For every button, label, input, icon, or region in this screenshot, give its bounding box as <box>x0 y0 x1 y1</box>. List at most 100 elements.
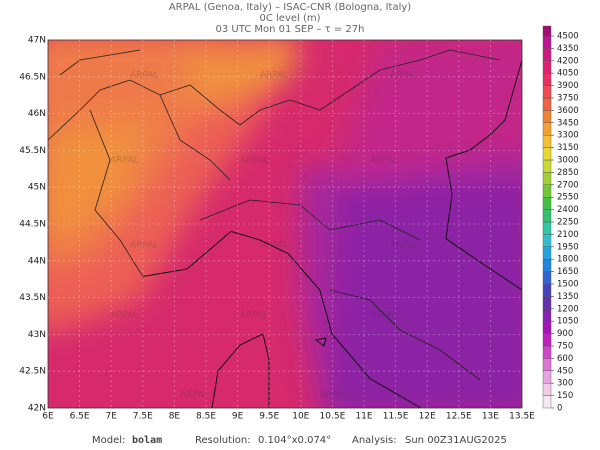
colorbar-label: 3900 <box>557 81 579 91</box>
watermark: ARPAL <box>320 391 348 401</box>
colorbar-label: 4050 <box>557 69 579 79</box>
lon-label: 7.5E <box>133 412 153 422</box>
colorbar-segment <box>542 221 552 235</box>
colorbar-segment <box>542 333 552 347</box>
map-field <box>48 40 522 408</box>
colorbar-label: 2400 <box>557 205 579 215</box>
watermark: ARPAL <box>260 71 288 81</box>
lon-label: 12E <box>419 412 436 422</box>
colorbar-segment <box>542 35 552 49</box>
header-line: 03 UTC Mon 01 SEP – τ = 27h <box>216 24 365 35</box>
footer-value: 0.104°x0.074° <box>258 435 331 446</box>
colorbar-label: 3150 <box>557 143 579 153</box>
colorbar-segment <box>542 209 552 223</box>
colorbar-label: 1650 <box>557 267 579 277</box>
lon-label: 9E <box>232 412 244 422</box>
colorbar-label: 3600 <box>557 106 579 116</box>
colorbar-label: 3000 <box>557 156 579 166</box>
watermark: ARPAL <box>110 311 138 321</box>
lon-label: 10E <box>292 412 309 422</box>
colorbar-segment <box>542 259 552 272</box>
watermark: ARPAL <box>240 156 268 166</box>
watermark: ARPAL <box>180 391 208 401</box>
colorbar-label: 2100 <box>557 230 579 240</box>
colorbar-label: 4500 <box>557 32 579 42</box>
colorbar-label: 2250 <box>557 218 579 228</box>
colorbar-segment <box>542 321 552 334</box>
watermark: ARPAL <box>260 241 288 251</box>
colorbar-label: 150 <box>557 391 573 401</box>
colorbar-label: 900 <box>557 329 573 339</box>
colorbar-label: 1800 <box>557 255 579 265</box>
watermark: ARPAL <box>130 241 158 251</box>
colorbar-label: 4200 <box>557 56 579 66</box>
watermark: ARPAL <box>370 156 398 166</box>
colorbar-label: 1350 <box>557 292 579 302</box>
lon-label: 6.5E <box>70 412 90 422</box>
colorbar-segment <box>542 283 552 297</box>
watermark: ARPAL <box>390 71 418 81</box>
colorbar-segment <box>542 395 552 409</box>
colorbar-segment <box>542 110 552 124</box>
colorbar-segment <box>542 25 552 37</box>
watermark: ARPAL <box>130 71 158 81</box>
colorbar-label: 3450 <box>557 118 579 128</box>
lat-label: 42.5N <box>19 367 46 377</box>
colorbar-segment <box>542 48 552 62</box>
colorbar-segment <box>542 246 552 260</box>
footer-value: Sun 00Z31AUG2025 <box>405 435 507 446</box>
lon-label: 13.5E <box>509 412 535 422</box>
colorbar-label: 1500 <box>557 280 579 290</box>
colorbar-label: 600 <box>557 354 573 364</box>
lat-label: 44N <box>28 256 46 266</box>
lon-label: 11E <box>355 412 372 422</box>
lon-label: 9.5E <box>259 412 279 422</box>
lon-label: 10.5E <box>320 412 346 422</box>
lat-label: 45.5N <box>19 146 46 156</box>
colorbar-segment <box>542 308 552 322</box>
colorbar-label: 2550 <box>557 193 579 203</box>
colorbar-segment <box>542 134 552 148</box>
colorbar-segment <box>542 97 552 111</box>
lon-label: 12.5E <box>446 412 472 422</box>
watermark: ARPAL <box>370 311 398 321</box>
lon-label: 8.5E <box>196 412 216 422</box>
lat-label: 46.5N <box>19 72 46 82</box>
colorbar-label: 2700 <box>557 180 579 190</box>
colorbar-segment <box>542 184 552 198</box>
lat-label: 45N <box>28 183 46 193</box>
colorbar-segment <box>542 234 552 247</box>
coastlines <box>142 59 522 408</box>
watermark: ARPAL <box>390 241 418 251</box>
lat-label: 42N <box>28 404 46 414</box>
colorbar-segment <box>542 122 552 136</box>
colorbar-segment <box>542 358 552 371</box>
footer-value: bolam <box>132 435 162 446</box>
lon-label: 13E <box>482 412 499 422</box>
footer-label: Analysis: <box>352 435 397 446</box>
colorbar-label: 1950 <box>557 242 579 252</box>
footer-label: Resolution: <box>195 435 251 446</box>
lon-label: 6E <box>42 412 54 422</box>
colorbar-label: 0 <box>557 404 562 414</box>
header-line: ARPAL (Genoa, Italy) – ISAC-CNR (Bologna… <box>169 2 411 13</box>
colorbar-label: 4350 <box>557 44 579 54</box>
lat-label: 46N <box>28 109 46 119</box>
colorbar-segment <box>542 159 552 173</box>
colorbar-segment <box>542 196 552 210</box>
colorbar-segment <box>542 345 552 359</box>
map-frame <box>47 39 523 409</box>
lon-label: 8E <box>169 412 181 422</box>
borders <box>48 49 501 381</box>
colorbar-segment <box>542 296 552 309</box>
colorbar-segment <box>542 60 552 74</box>
colorbar-segment <box>542 271 552 285</box>
lat-label: 44.5N <box>19 220 46 230</box>
colorbar-label: 750 <box>557 342 573 352</box>
watermark: ARPAL <box>110 156 138 166</box>
lon-label: 11.5E <box>383 412 409 422</box>
colorbar-label: 2850 <box>557 168 579 178</box>
colorbar-label: 1200 <box>557 304 579 314</box>
